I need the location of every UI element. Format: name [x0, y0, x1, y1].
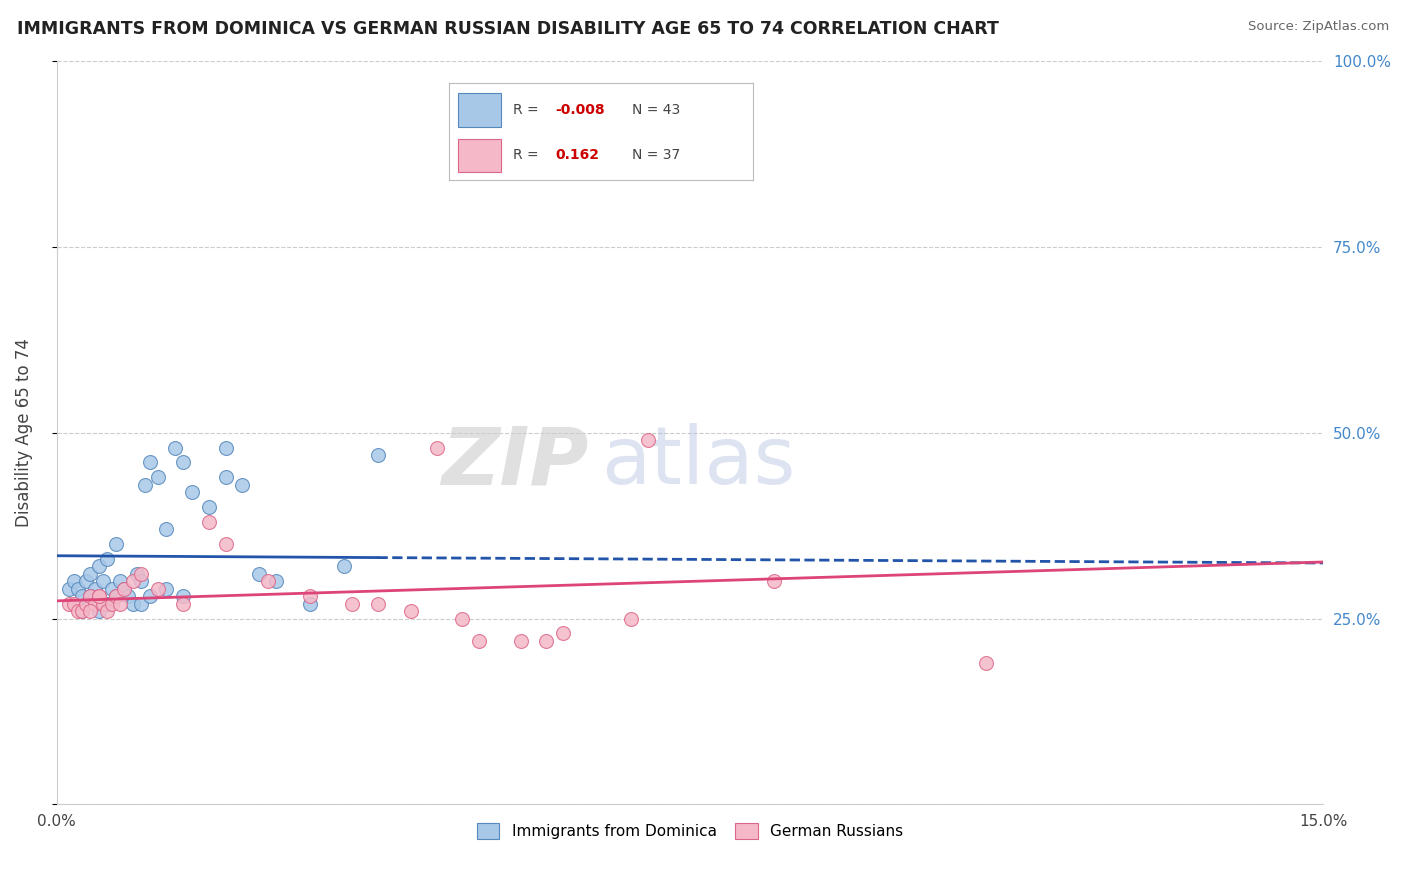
Point	[129, 574, 152, 589]
Point	[100, 582, 122, 596]
Point	[83, 582, 105, 596]
Point	[172, 589, 194, 603]
Point	[129, 597, 152, 611]
Point	[426, 441, 449, 455]
Point	[108, 574, 131, 589]
Point	[197, 500, 219, 514]
Point	[117, 589, 139, 603]
Text: atlas: atlas	[602, 424, 796, 501]
Point	[96, 552, 118, 566]
Point	[83, 597, 105, 611]
Y-axis label: Disability Age 65 to 74: Disability Age 65 to 74	[15, 338, 32, 527]
Point	[172, 597, 194, 611]
Point	[332, 559, 354, 574]
Point	[66, 582, 89, 596]
Point	[121, 574, 143, 589]
Point	[180, 485, 202, 500]
Point	[247, 566, 270, 581]
Point	[366, 597, 388, 611]
Point	[163, 441, 186, 455]
Point	[79, 604, 101, 618]
Point	[75, 597, 97, 611]
Point	[112, 582, 135, 596]
Point	[70, 589, 93, 603]
Point	[104, 537, 127, 551]
Point	[91, 574, 114, 589]
Point	[197, 515, 219, 529]
Point	[231, 477, 253, 491]
Text: IMMIGRANTS FROM DOMINICA VS GERMAN RUSSIAN DISABILITY AGE 65 TO 74 CORRELATION C: IMMIGRANTS FROM DOMINICA VS GERMAN RUSSI…	[17, 20, 998, 37]
Point	[536, 633, 558, 648]
Point	[340, 597, 363, 611]
Point	[112, 582, 135, 596]
Point	[75, 574, 97, 589]
Point	[125, 566, 148, 581]
Point	[620, 611, 643, 625]
Point	[79, 589, 101, 603]
Point	[79, 589, 101, 603]
Point	[104, 589, 127, 603]
Point	[66, 604, 89, 618]
Point	[108, 597, 131, 611]
Point	[96, 604, 118, 618]
Point	[87, 589, 110, 603]
Point	[155, 522, 177, 536]
Point	[138, 455, 160, 469]
Point	[104, 589, 127, 603]
Point	[553, 626, 575, 640]
Point	[256, 574, 278, 589]
Point	[510, 633, 533, 648]
Point	[401, 604, 423, 618]
Point	[100, 597, 122, 611]
Point	[96, 597, 118, 611]
Point	[138, 589, 160, 603]
Point	[637, 433, 659, 447]
Point	[134, 477, 156, 491]
Text: Source: ZipAtlas.com: Source: ZipAtlas.com	[1249, 20, 1389, 33]
Point	[763, 574, 786, 589]
Point	[87, 589, 110, 603]
Point	[146, 582, 169, 596]
Point	[172, 455, 194, 469]
Point	[129, 566, 152, 581]
Point	[62, 597, 84, 611]
Point	[468, 633, 491, 648]
Point	[70, 604, 93, 618]
Point	[70, 604, 93, 618]
Point	[298, 589, 321, 603]
Point	[87, 604, 110, 618]
Point	[974, 656, 997, 670]
Point	[214, 537, 236, 551]
Point	[146, 470, 169, 484]
Point	[298, 597, 321, 611]
Point	[121, 597, 143, 611]
Point	[214, 441, 236, 455]
Point	[264, 574, 287, 589]
Point	[366, 448, 388, 462]
Point	[155, 582, 177, 596]
Point	[214, 470, 236, 484]
Point	[58, 582, 80, 596]
Point	[451, 611, 474, 625]
Point	[62, 574, 84, 589]
Point	[87, 559, 110, 574]
Text: ZIP: ZIP	[441, 424, 589, 501]
Legend: Immigrants from Dominica, German Russians: Immigrants from Dominica, German Russian…	[471, 817, 910, 845]
Point	[91, 597, 114, 611]
Point	[79, 566, 101, 581]
Point	[58, 597, 80, 611]
